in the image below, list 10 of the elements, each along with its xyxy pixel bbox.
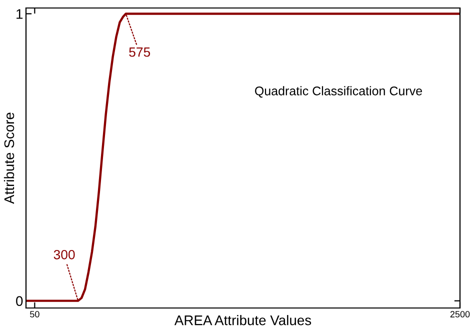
y-tick-label: 1 <box>16 9 23 19</box>
line-series <box>26 12 460 302</box>
annotation: Quadratic Classification Curve <box>255 86 422 98</box>
annotation: 300 <box>54 250 75 260</box>
annotation: 575 <box>129 48 150 57</box>
y-tick-label: 0 <box>16 296 23 306</box>
x-tick-label: 50 <box>30 311 40 318</box>
y-axis-title: Attribute Score <box>4 112 14 204</box>
x-tick-label: 2500 <box>450 311 470 318</box>
x-axis-title: AREA Attribute Values <box>174 315 312 326</box>
